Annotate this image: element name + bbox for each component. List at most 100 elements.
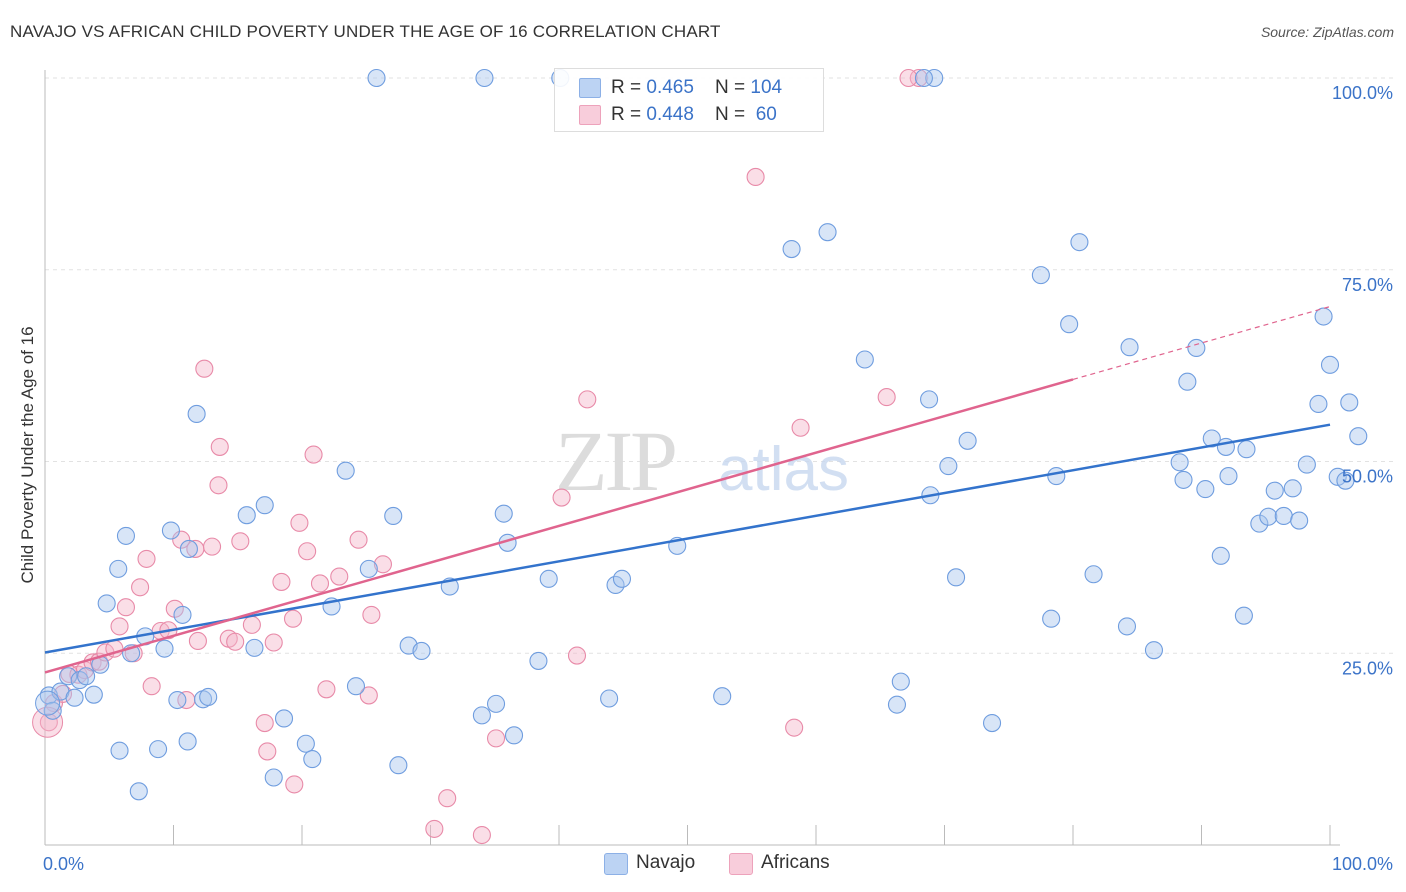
data-point bbox=[1120, 338, 1139, 357]
data-point bbox=[1170, 453, 1189, 472]
data-point bbox=[1237, 440, 1256, 459]
data-point bbox=[1211, 546, 1230, 565]
data-point bbox=[310, 574, 330, 593]
africans-swatch bbox=[579, 105, 601, 125]
data-point bbox=[1340, 393, 1359, 412]
data-point bbox=[272, 572, 291, 591]
data-point bbox=[303, 750, 322, 769]
data-point bbox=[1283, 479, 1302, 498]
data-point bbox=[255, 496, 274, 515]
data-point bbox=[529, 651, 548, 670]
data-point bbox=[255, 713, 274, 733]
data-point bbox=[855, 350, 874, 369]
data-point bbox=[914, 68, 933, 88]
data-point bbox=[242, 615, 261, 634]
y-tick-label: 100.0% bbox=[1332, 83, 1393, 103]
navajo-legend-swatch bbox=[604, 853, 628, 875]
data-point bbox=[475, 68, 494, 88]
x-tick-label: 0.0% bbox=[43, 854, 84, 874]
data-point bbox=[1234, 606, 1253, 625]
data-point bbox=[1202, 429, 1221, 448]
data-point bbox=[1070, 233, 1089, 252]
data-point bbox=[504, 726, 524, 745]
data-point bbox=[1084, 565, 1103, 584]
data-point bbox=[161, 521, 180, 540]
data-point bbox=[1060, 315, 1079, 334]
data-point bbox=[258, 742, 277, 761]
data-point bbox=[486, 729, 506, 748]
data-point bbox=[1196, 480, 1215, 499]
data-point bbox=[567, 646, 587, 665]
data-point bbox=[552, 488, 571, 507]
data-point bbox=[600, 689, 619, 708]
data-point bbox=[877, 388, 896, 407]
data-point bbox=[237, 506, 256, 525]
axes bbox=[44, 70, 1340, 846]
data-point bbox=[35, 690, 61, 716]
data-point bbox=[486, 694, 506, 713]
data-point bbox=[330, 567, 349, 586]
data-point bbox=[142, 677, 161, 696]
data-point bbox=[412, 641, 431, 660]
y-axis-label: Child Poverty Under the Age of 16 bbox=[18, 326, 37, 584]
y-tick-label: 75.0% bbox=[1342, 275, 1393, 295]
data-point bbox=[713, 687, 732, 706]
data-point bbox=[168, 690, 187, 710]
data-point bbox=[97, 594, 116, 613]
data-point bbox=[188, 631, 207, 651]
data-point bbox=[84, 685, 103, 704]
data-point bbox=[199, 687, 218, 707]
navajo-swatch bbox=[579, 78, 601, 98]
data-point bbox=[172, 530, 191, 549]
data-point bbox=[110, 741, 129, 760]
data-point bbox=[791, 418, 810, 437]
data-point bbox=[187, 404, 206, 423]
data-point bbox=[110, 617, 129, 636]
data-point bbox=[947, 568, 966, 587]
data-point bbox=[1336, 471, 1355, 490]
data-point bbox=[283, 609, 303, 628]
data-point bbox=[77, 667, 96, 686]
watermark: ZIP bbox=[555, 413, 675, 509]
trend-lines bbox=[44, 305, 1331, 674]
data-point bbox=[59, 667, 78, 686]
data-point bbox=[1219, 467, 1238, 486]
data-point bbox=[1259, 507, 1278, 526]
data-point bbox=[785, 718, 804, 737]
data-point bbox=[1144, 641, 1164, 660]
data-point bbox=[1042, 609, 1061, 628]
data-point bbox=[346, 677, 366, 696]
data-point bbox=[367, 68, 386, 88]
data-point bbox=[425, 819, 444, 838]
data-point bbox=[116, 526, 136, 545]
data-point bbox=[1265, 481, 1284, 500]
data-point bbox=[285, 775, 304, 794]
stats-legend: R = 0.465 N = 104 R = 0.448 N = 60 bbox=[554, 68, 824, 132]
x-tick-label: 100.0% bbox=[1332, 854, 1393, 874]
data-point bbox=[472, 706, 491, 725]
data-point bbox=[887, 695, 907, 714]
navajo-legend-label: Navajo bbox=[636, 852, 696, 873]
data-point bbox=[264, 768, 283, 787]
source-label: Source: ZipAtlas.com bbox=[1260, 24, 1394, 40]
data-point bbox=[389, 756, 408, 775]
data-point bbox=[264, 633, 283, 652]
data-point bbox=[245, 638, 264, 657]
data-point bbox=[129, 782, 148, 801]
data-point bbox=[899, 68, 918, 88]
y-tick-label: 50.0% bbox=[1342, 467, 1393, 487]
data-point bbox=[494, 504, 513, 523]
data-point bbox=[231, 532, 250, 551]
data-point bbox=[149, 740, 168, 759]
data-point bbox=[1178, 372, 1197, 391]
data-point bbox=[1274, 506, 1293, 526]
data-point bbox=[290, 513, 309, 532]
data-point bbox=[39, 713, 58, 732]
data-point bbox=[1187, 338, 1206, 358]
data-point bbox=[472, 825, 491, 845]
africans-points bbox=[32, 68, 928, 845]
data-point bbox=[1250, 514, 1269, 533]
data-point bbox=[578, 390, 597, 409]
data-point bbox=[209, 476, 228, 495]
